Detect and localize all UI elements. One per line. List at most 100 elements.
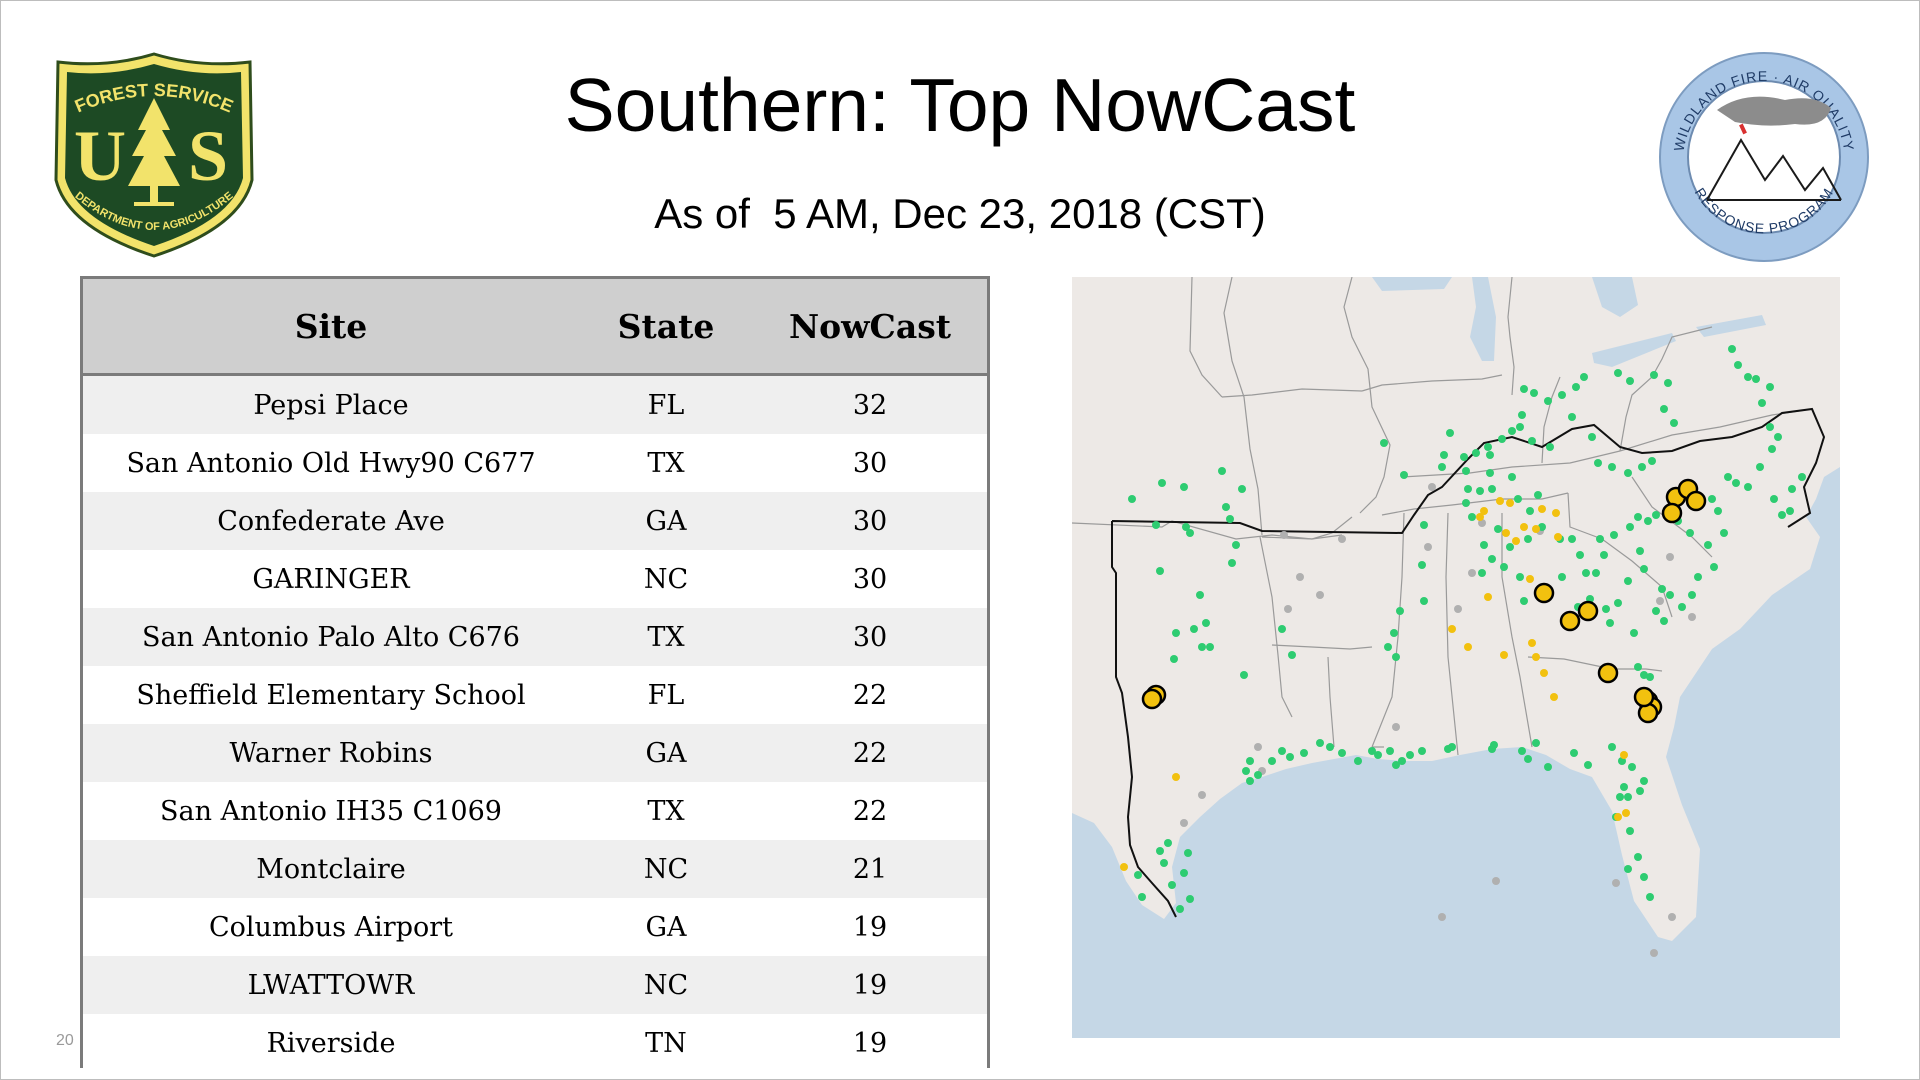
cell-site: Pepsi Place: [83, 374, 579, 434]
cell-state: FL: [579, 374, 753, 434]
good-monitor-dot: [1664, 379, 1672, 387]
no-data-monitor-dot: [1392, 723, 1400, 731]
good-monitor-dot: [1638, 463, 1646, 471]
good-monitor-dot: [1758, 399, 1766, 407]
good-monitor-dot: [1468, 513, 1476, 521]
good-monitor-dot: [1418, 561, 1426, 569]
no-data-monitor-dot: [1428, 483, 1436, 491]
good-monitor-dot: [1756, 463, 1764, 471]
fire-marker-icon: [1739, 123, 1747, 135]
good-monitor-dot: [1386, 747, 1394, 755]
good-monitor-dot: [1744, 373, 1752, 381]
no-data-monitor-dot: [1280, 531, 1288, 539]
good-monitor-dot: [1278, 625, 1286, 633]
good-monitor-dot: [1138, 893, 1146, 901]
good-monitor-dot: [1494, 525, 1502, 533]
good-monitor-dot: [1514, 495, 1522, 503]
good-monitor-dot: [1164, 839, 1172, 847]
table-row: Sheffield Elementary School FL 22: [83, 666, 987, 724]
good-monitor-dot: [1392, 653, 1400, 661]
good-monitor-dot: [1506, 543, 1514, 551]
good-monitor-dot: [1724, 473, 1732, 481]
moderate-monitor-dot: [1528, 639, 1536, 647]
good-monitor-dot: [1636, 787, 1644, 795]
good-monitor-dot: [1228, 559, 1236, 567]
moderate-monitor-dot: [1520, 523, 1528, 531]
moderate-monitor-dot: [1614, 813, 1622, 821]
cell-state: FL: [579, 666, 753, 724]
moderate-monitor-dot: [1172, 773, 1180, 781]
state-boundaries: [1072, 277, 1813, 756]
good-monitor-dot: [1246, 757, 1254, 765]
moderate-monitor-dot: [1550, 693, 1558, 701]
good-monitor-dot: [1488, 555, 1496, 563]
cell-nowcast: 30: [753, 608, 987, 666]
good-monitor-dot: [1624, 577, 1632, 585]
good-monitor-dot: [1498, 435, 1506, 443]
good-monitor-dot: [1624, 469, 1632, 477]
good-monitor-dot: [1520, 385, 1528, 393]
cell-site: LWATTOWR: [83, 956, 579, 1014]
good-monitor-dot: [1744, 483, 1752, 491]
top-nowcast-site-marker: [1685, 490, 1707, 512]
lake-erie: [1592, 333, 1676, 367]
good-monitor-dot: [1588, 433, 1596, 441]
aqi-monitor-map: [1072, 277, 1840, 1038]
top-nowcast-site-marker: [1661, 502, 1683, 524]
good-monitor-dot: [1190, 625, 1198, 633]
table-row: Pepsi Place FL 32: [83, 374, 987, 434]
table-row: LWATTOWR NC 19: [83, 956, 987, 1014]
moderate-monitor-dot: [1496, 497, 1504, 505]
good-monitor-dot: [1626, 523, 1634, 531]
good-monitor-dot: [1788, 485, 1796, 493]
cell-site: Warner Robins: [83, 724, 579, 782]
moderate-monitor-dot: [1500, 651, 1508, 659]
good-monitor-dot: [1374, 751, 1382, 759]
good-monitor-dot: [1630, 629, 1638, 637]
good-monitor-dot: [1134, 871, 1142, 879]
good-monitor-dot: [1390, 629, 1398, 637]
table-row: Confederate Ave GA 30: [83, 492, 987, 550]
good-monitor-dot: [1766, 383, 1774, 391]
good-monitor-dot: [1634, 663, 1642, 671]
good-monitor-dot: [1636, 547, 1644, 555]
good-monitor-dot: [1300, 749, 1308, 757]
cell-state: NC: [579, 550, 753, 608]
good-monitor-dot: [1172, 629, 1180, 637]
good-monitor-dot: [1440, 451, 1448, 459]
no-data-monitor-dot: [1492, 877, 1500, 885]
cell-site: San Antonio IH35 C1069: [83, 782, 579, 840]
good-monitor-dot: [1616, 793, 1624, 801]
good-monitor-dot: [1518, 411, 1526, 419]
good-monitor-dot: [1678, 603, 1686, 611]
good-monitor-dot: [1532, 739, 1540, 747]
cell-nowcast: 22: [753, 666, 987, 724]
moderate-monitor-dot: [1506, 499, 1514, 507]
no-data-monitor-dot: [1468, 569, 1476, 577]
good-monitor-dot: [1714, 507, 1722, 515]
logo-letter-s: S: [188, 116, 228, 196]
good-monitor-dot: [1528, 437, 1536, 445]
good-monitor-dot: [1752, 375, 1760, 383]
good-monitor-dot: [1152, 521, 1160, 529]
good-monitor-dot: [1486, 451, 1494, 459]
good-monitor-dot: [1786, 507, 1794, 515]
good-monitor-dot: [1666, 591, 1674, 599]
cell-site: Montclaire: [83, 840, 579, 898]
moderate-monitor-dot: [1538, 505, 1546, 513]
good-monitor-dot: [1186, 895, 1194, 903]
good-monitor-dot: [1198, 643, 1206, 651]
good-monitor-dot: [1354, 757, 1362, 765]
good-monitor-dot: [1570, 749, 1578, 757]
good-monitor-dot: [1660, 405, 1668, 413]
good-monitor-dot: [1778, 511, 1786, 519]
moderate-monitor-dot: [1620, 751, 1628, 759]
moderate-monitor-dot: [1448, 625, 1456, 633]
table-row: San Antonio Palo Alto C676 TX 30: [83, 608, 987, 666]
good-monitor-dot: [1628, 763, 1636, 771]
good-monitor-dot: [1798, 473, 1806, 481]
good-monitor-dot: [1728, 345, 1736, 353]
moderate-monitor-dot: [1532, 525, 1540, 533]
good-monitor-dot: [1464, 485, 1472, 493]
nowcast-table: Site State NowCast Pepsi Place FL 32 San A…: [80, 276, 990, 1072]
